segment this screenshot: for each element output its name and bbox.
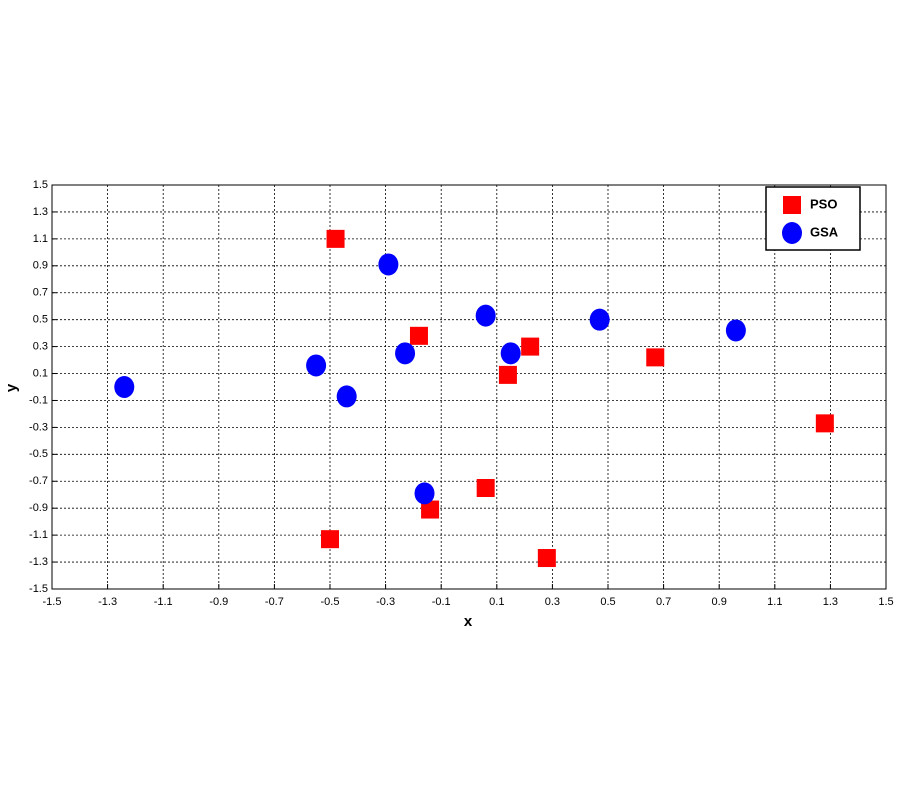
point bbox=[395, 342, 416, 365]
y-tick-label: 0.1 bbox=[33, 367, 48, 379]
x-tick-label: 1.5 bbox=[878, 596, 893, 608]
point bbox=[476, 479, 495, 497]
point bbox=[589, 308, 610, 331]
point bbox=[336, 385, 357, 408]
point bbox=[521, 337, 540, 356]
y-tick-label: 0.9 bbox=[33, 260, 48, 272]
x-tick-label: -0.7 bbox=[265, 596, 284, 608]
x-tick-label: 1.1 bbox=[767, 596, 782, 608]
y-axis-label: y bbox=[3, 383, 20, 392]
x-tick-label: 1.3 bbox=[823, 596, 838, 608]
point bbox=[306, 354, 327, 377]
y-tick-label: -0.9 bbox=[29, 502, 48, 514]
x-tick-label: -1.5 bbox=[43, 596, 62, 608]
x-tick-label: 0.9 bbox=[712, 596, 727, 608]
x-tick-label: -0.9 bbox=[209, 596, 228, 608]
legend-marker bbox=[783, 196, 801, 214]
x-tick-label: -1.3 bbox=[98, 596, 117, 608]
y-tick-label: 1.3 bbox=[33, 206, 48, 218]
point bbox=[114, 376, 135, 398]
point bbox=[378, 253, 399, 276]
point bbox=[414, 482, 435, 505]
legend-box bbox=[765, 186, 861, 251]
x-tick-label: -0.5 bbox=[321, 596, 340, 608]
x-tick-label: -0.3 bbox=[376, 596, 395, 608]
y-tick-label: -0.5 bbox=[29, 448, 48, 460]
y-tick-label: 0.5 bbox=[33, 314, 48, 326]
point bbox=[498, 365, 517, 384]
x-axis-label: x bbox=[464, 613, 473, 630]
legend-label: GSA bbox=[810, 224, 839, 239]
y-tick-label: -1.5 bbox=[29, 583, 48, 595]
point bbox=[475, 304, 496, 327]
legend-label: PSO bbox=[810, 196, 837, 211]
x-tick-label: 0.5 bbox=[600, 596, 615, 608]
y-tick-label: 1.5 bbox=[33, 179, 48, 191]
y-tick-label: 0.3 bbox=[33, 341, 48, 353]
x-tick-label: 0.7 bbox=[656, 596, 671, 608]
y-tick-label: -1.3 bbox=[29, 556, 48, 568]
y-tick-label: 0.7 bbox=[33, 287, 48, 299]
y-tick-label: -0.1 bbox=[29, 394, 48, 406]
point bbox=[500, 342, 521, 365]
point bbox=[537, 549, 556, 568]
point bbox=[321, 530, 339, 549]
x-tick-label: -1.1 bbox=[154, 596, 173, 608]
x-tick-label: 0.1 bbox=[489, 596, 504, 608]
y-tick-label: -0.7 bbox=[29, 475, 48, 487]
y-tick-label: -0.3 bbox=[29, 421, 48, 433]
plot-frame bbox=[51, 184, 887, 590]
x-tick-label: -0.1 bbox=[432, 596, 451, 608]
y-tick-label: 1.1 bbox=[33, 233, 48, 245]
point bbox=[326, 229, 345, 248]
point bbox=[815, 414, 834, 433]
y-tick-label: -1.1 bbox=[29, 529, 48, 541]
legend-marker bbox=[782, 222, 802, 244]
point bbox=[725, 319, 746, 342]
point bbox=[421, 500, 440, 519]
x-tick-label: 0.3 bbox=[545, 596, 560, 608]
point bbox=[409, 326, 428, 345]
point bbox=[646, 348, 665, 367]
